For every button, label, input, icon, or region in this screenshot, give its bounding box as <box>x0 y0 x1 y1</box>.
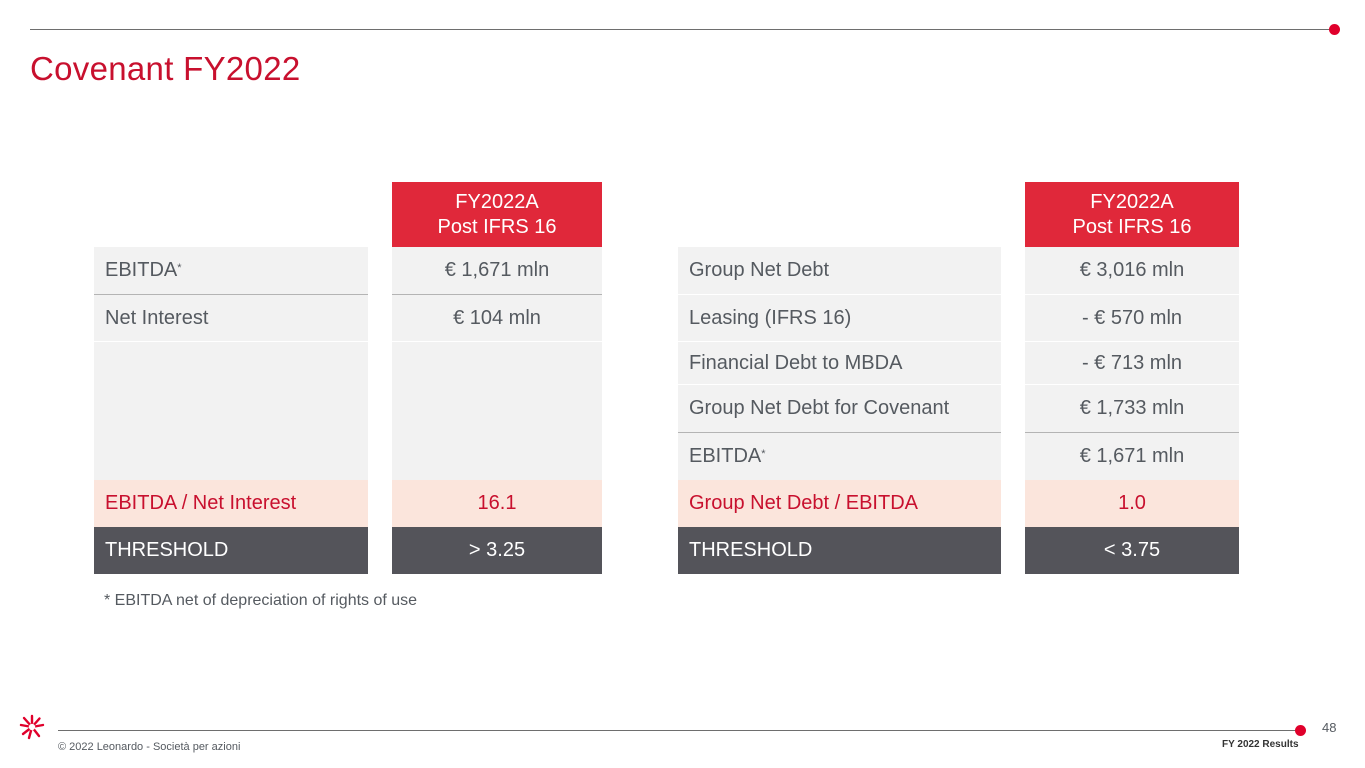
right-row-leasing-value: - € 570 mln <box>1025 294 1239 341</box>
page-number: 48 <box>1322 720 1337 735</box>
copyright: © 2022 Leonardo - Società per azioni <box>58 741 241 753</box>
right-row-leasing-label: Leasing (IFRS 16) <box>678 294 1001 341</box>
left-row-ebitda-value: € 1,671 mln <box>392 247 602 294</box>
right-row-covenant-debt-value: € 1,733 mln <box>1025 384 1239 432</box>
footnote: * EBITDA net of depreciation of rights o… <box>104 592 418 609</box>
top-divider <box>30 29 1335 30</box>
right-threshold-label: THRESHOLD <box>678 527 1001 574</box>
left-header-line2: Post IFRS 16 <box>437 215 557 238</box>
right-row-ebitda-value: € 1,671 mln <box>1025 432 1239 480</box>
right-ratio-label: Group Net Debt / EBITDA <box>678 480 1001 527</box>
left-row-ebitda-label: EBITDA * <box>94 247 368 294</box>
right-row-mbda-value: - € 713 mln <box>1025 341 1239 384</box>
right-row-mbda-label: Financial Debt to MBDA <box>678 341 1001 384</box>
right-table-header: FY2022A Post IFRS 16 <box>1025 182 1239 247</box>
right-header-line2: Post IFRS 16 <box>1072 215 1192 238</box>
deck-label: FY 2022 Results <box>1222 739 1299 750</box>
bottom-divider-dot <box>1295 725 1306 736</box>
right-row-ebitda-text: EBITDA <box>689 445 762 467</box>
right-row-covenant-debt-label: Group Net Debt for Covenant <box>678 384 1001 432</box>
left-row-net-interest-value: € 104 mln <box>392 294 602 341</box>
left-row-ebitda-text: EBITDA <box>105 259 178 281</box>
left-row-net-interest-label: Net Interest <box>94 294 368 341</box>
top-divider-dot <box>1329 24 1340 35</box>
left-empty-label-area <box>94 341 368 480</box>
bottom-divider <box>58 730 1298 731</box>
page-title: Covenant FY2022 <box>30 50 301 87</box>
right-ratio-value: 1.0 <box>1025 480 1239 527</box>
right-row-ebitda-label: EBITDA * <box>678 432 1001 480</box>
left-threshold-value: > 3.25 <box>392 527 602 574</box>
right-header-line1: FY2022A <box>1090 190 1174 213</box>
left-threshold-label: THRESHOLD <box>94 527 368 574</box>
left-ratio-value: 16.1 <box>392 480 602 527</box>
right-row-group-net-debt-label: Group Net Debt <box>678 247 1001 294</box>
right-row-group-net-debt-value: € 3,016 mln <box>1025 247 1239 294</box>
left-table-header: FY2022A Post IFRS 16 <box>392 182 602 247</box>
right-threshold-value: < 3.75 <box>1025 527 1239 574</box>
left-ratio-label: EBITDA / Net Interest <box>94 480 368 527</box>
left-header-line1: FY2022A <box>455 190 539 213</box>
leonardo-logo-icon <box>19 714 45 740</box>
left-empty-value-area <box>392 341 602 480</box>
